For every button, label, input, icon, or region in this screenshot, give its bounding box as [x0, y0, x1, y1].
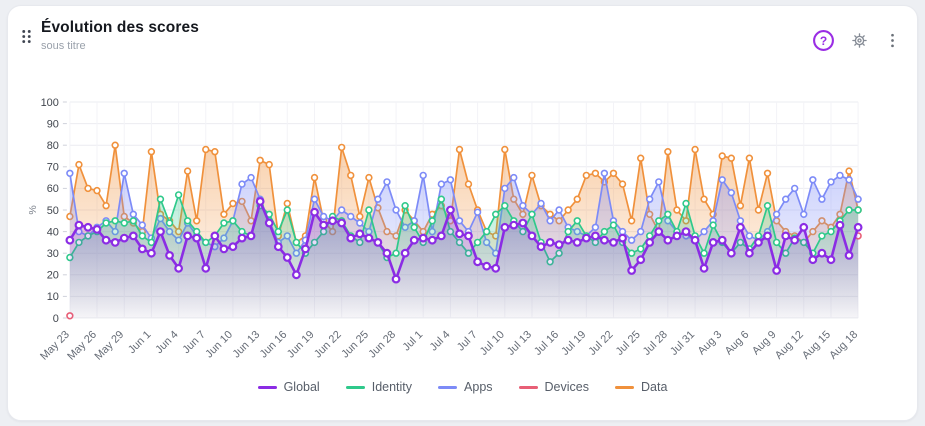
svg-text:Aug 3: Aug 3	[696, 329, 725, 358]
widget-actions: ?	[810, 27, 903, 54]
legend-item-apps[interactable]: Apps	[438, 380, 493, 394]
svg-text:Jul 4: Jul 4	[428, 329, 453, 354]
legend-swatch-devices	[518, 385, 538, 389]
svg-text:May 26: May 26	[65, 329, 99, 363]
svg-text:0: 0	[53, 313, 59, 325]
svg-text:May 23: May 23	[38, 329, 72, 363]
svg-text:Aug 15: Aug 15	[800, 329, 833, 362]
svg-text:Jul 13: Jul 13	[505, 329, 534, 358]
svg-text:Jun 28: Jun 28	[366, 329, 398, 361]
legend-swatch-apps	[438, 385, 458, 389]
svg-text:60: 60	[47, 183, 59, 195]
widget-header: Évolution des scores sous titre	[41, 19, 199, 52]
svg-text:Jul 31: Jul 31	[668, 329, 697, 358]
svg-text:40: 40	[47, 226, 59, 238]
svg-text:Jul 19: Jul 19	[559, 329, 588, 358]
svg-text:10: 10	[47, 291, 59, 303]
legend-item-devices[interactable]: Devices	[518, 380, 589, 394]
legend-item-global[interactable]: Global	[257, 380, 320, 394]
svg-text:Jun 1: Jun 1	[126, 329, 153, 356]
svg-text:May 29: May 29	[92, 329, 126, 363]
svg-text:70: 70	[47, 162, 59, 174]
help-button[interactable]: ?	[810, 27, 837, 54]
legend-label: Apps	[464, 380, 493, 394]
svg-text:30: 30	[47, 248, 59, 260]
svg-text:Jun 10: Jun 10	[203, 329, 235, 361]
gear-icon	[852, 33, 867, 48]
help-circle-icon: ?	[813, 30, 834, 51]
settings-button[interactable]	[848, 29, 871, 52]
svg-text:Jun 4: Jun 4	[153, 329, 180, 356]
svg-text:Jul 1: Jul 1	[400, 329, 425, 354]
scores-widget-card: Évolution des scores sous titre ?	[7, 5, 918, 421]
svg-text:Jul 22: Jul 22	[586, 329, 615, 358]
menu-button[interactable]	[882, 30, 903, 51]
svg-text:Jul 7: Jul 7	[455, 329, 480, 354]
svg-text:Jun 13: Jun 13	[231, 329, 263, 361]
legend-swatch-identity	[345, 385, 365, 389]
svg-text:Jul 25: Jul 25	[614, 329, 643, 358]
svg-text:100: 100	[41, 97, 59, 109]
legend-item-data[interactable]: Data	[615, 380, 667, 394]
svg-text:Jun 19: Jun 19	[285, 329, 317, 361]
svg-text:%: %	[28, 205, 39, 214]
legend-label: Identity	[371, 380, 413, 394]
svg-text:90: 90	[47, 118, 59, 130]
widget-title: Évolution des scores	[41, 19, 199, 36]
svg-text:Aug 6: Aug 6	[723, 329, 752, 358]
svg-text:Jun 16: Jun 16	[258, 329, 290, 361]
drag-handle-icon[interactable]	[21, 28, 32, 45]
svg-text:?: ?	[820, 34, 827, 48]
legend-label: Global	[283, 380, 320, 394]
svg-text:Jul 16: Jul 16	[532, 329, 561, 358]
widget-subtitle: sous titre	[41, 40, 86, 52]
kebab-menu-icon	[891, 33, 894, 48]
legend-swatch-data	[615, 385, 634, 389]
legend-label: Devices	[544, 380, 589, 394]
chart-area[interactable]: 0 10 20 30 40 50 60 70 80 90 100 May 23 May 26 May 29…	[8, 90, 917, 380]
legend-swatch-global	[257, 385, 277, 389]
svg-text:20: 20	[47, 270, 59, 282]
svg-text:80: 80	[47, 140, 59, 152]
svg-text:50: 50	[47, 205, 59, 217]
chart-legend: Global Identity Apps Devices Data	[8, 380, 917, 394]
legend-item-identity[interactable]: Identity	[345, 380, 413, 394]
svg-text:Jun 25: Jun 25	[339, 329, 371, 361]
svg-text:Jul 28: Jul 28	[641, 329, 670, 358]
svg-text:Jun 22: Jun 22	[312, 329, 344, 361]
svg-text:Aug 18: Aug 18	[827, 329, 860, 362]
legend-label: Data	[641, 380, 668, 394]
svg-text:Aug 12: Aug 12	[773, 329, 806, 362]
svg-text:Jul 10: Jul 10	[478, 329, 507, 358]
